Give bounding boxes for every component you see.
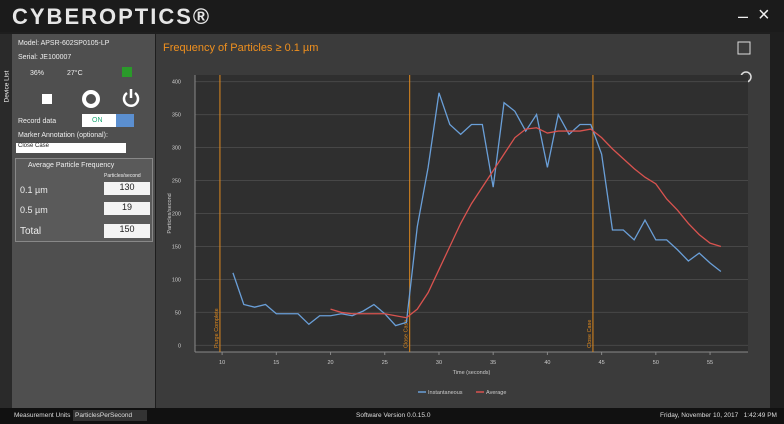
serial: Serial: JE100007 xyxy=(18,54,72,61)
y-tick-label: 0 xyxy=(178,343,181,349)
temperature: 27°C xyxy=(67,70,83,77)
table-title: Average Particle Frequency xyxy=(28,162,115,169)
logo: CYBEROPTICS® xyxy=(12,4,212,29)
minimize-button[interactable]: – xyxy=(738,6,749,26)
y-tick-label: 150 xyxy=(172,244,181,250)
icons xyxy=(42,67,140,108)
units-select[interactable]: ParticlesPerSecond xyxy=(73,410,147,421)
units-label: Measurement Units xyxy=(14,412,71,419)
marker-label: Close Case xyxy=(404,320,410,348)
toggle-state: ON xyxy=(92,117,103,124)
chart-title: Frequency of Particles ≥ 0.1 µm xyxy=(163,42,318,54)
x-tick-label: 45 xyxy=(599,360,605,366)
row-value: 19 xyxy=(104,202,150,215)
y-tick-label: 400 xyxy=(172,80,181,86)
table-unit: Particles/second xyxy=(104,173,141,179)
y-axis-label: Particles/second xyxy=(167,193,173,233)
row-label: 0.1 µm xyxy=(20,185,48,195)
device-tab[interactable]: Device List xyxy=(0,34,12,408)
y-tick-label: 300 xyxy=(172,146,181,152)
chart-panel: Frequency of Particles ≥ 0.1 µm 0 50 100 15… xyxy=(156,34,770,408)
x-tick-label: 30 xyxy=(436,360,442,366)
legend-label: Average xyxy=(486,390,506,396)
y-tick-label: 50 xyxy=(175,310,181,316)
y-tick-label: 250 xyxy=(172,179,181,185)
status-bar: Measurement Units ParticlesPerSecond Sof… xyxy=(0,408,784,424)
marker-label: Close Case xyxy=(587,320,593,348)
status-icon xyxy=(122,67,132,77)
frequency-table: Average Particle Frequency Particles/sec… xyxy=(15,158,153,242)
row-value: 130 xyxy=(104,182,150,195)
legend-label: Instantaneous xyxy=(428,390,463,396)
settings-icon[interactable] xyxy=(82,90,100,108)
y-tick-label: 100 xyxy=(172,277,181,283)
battery: 36% xyxy=(30,70,45,77)
model: Model: APSR-602SP0105-LP xyxy=(18,40,110,47)
x-tick-label: 35 xyxy=(490,360,496,366)
datetime: Friday, November 10, 2017 1:42:49 PM xyxy=(660,412,777,419)
x-tick-label: 15 xyxy=(273,360,279,366)
marker-input[interactable]: Close Case xyxy=(16,143,126,153)
row-label: 0.5 µm xyxy=(20,205,48,215)
data-line xyxy=(330,127,722,319)
title-bar: CYBEROPTICS® – × xyxy=(0,0,784,32)
x-tick-label: 50 xyxy=(653,360,659,366)
record-label: Record data xyxy=(18,118,57,125)
x-tick-label: 40 xyxy=(544,360,550,366)
marker-label: Marker Annotation (optional): xyxy=(18,132,108,139)
y-tick-label: 200 xyxy=(172,212,181,218)
close-button[interactable]: × xyxy=(758,4,770,26)
data-line xyxy=(232,92,722,327)
marker-label: Purge Complete xyxy=(214,308,220,348)
version: Software Version 0.0.15.0 xyxy=(356,412,431,419)
power-icon[interactable] xyxy=(122,89,140,107)
sidebar: Model: APSR-602SP0105-LP Serial: JE10000… xyxy=(12,34,155,408)
chart: Frequency of Particles ≥ 0.1 µm 0 50 100 15… xyxy=(163,41,752,396)
x-axis-label: Time (seconds) xyxy=(453,370,491,376)
add-icon[interactable] xyxy=(737,41,751,55)
y-tick-label: 350 xyxy=(172,113,181,119)
x-tick-label: 10 xyxy=(219,360,225,366)
record-toggle[interactable]: ON xyxy=(82,114,134,127)
stop-icon[interactable] xyxy=(42,94,52,104)
x-tick-label: 55 xyxy=(707,360,713,366)
tab-label: Device List xyxy=(3,70,11,103)
row-label: Total xyxy=(20,226,42,237)
x-tick-label: 25 xyxy=(382,360,388,366)
row-value: 150 xyxy=(104,224,150,238)
x-tick-label: 20 xyxy=(327,360,333,366)
